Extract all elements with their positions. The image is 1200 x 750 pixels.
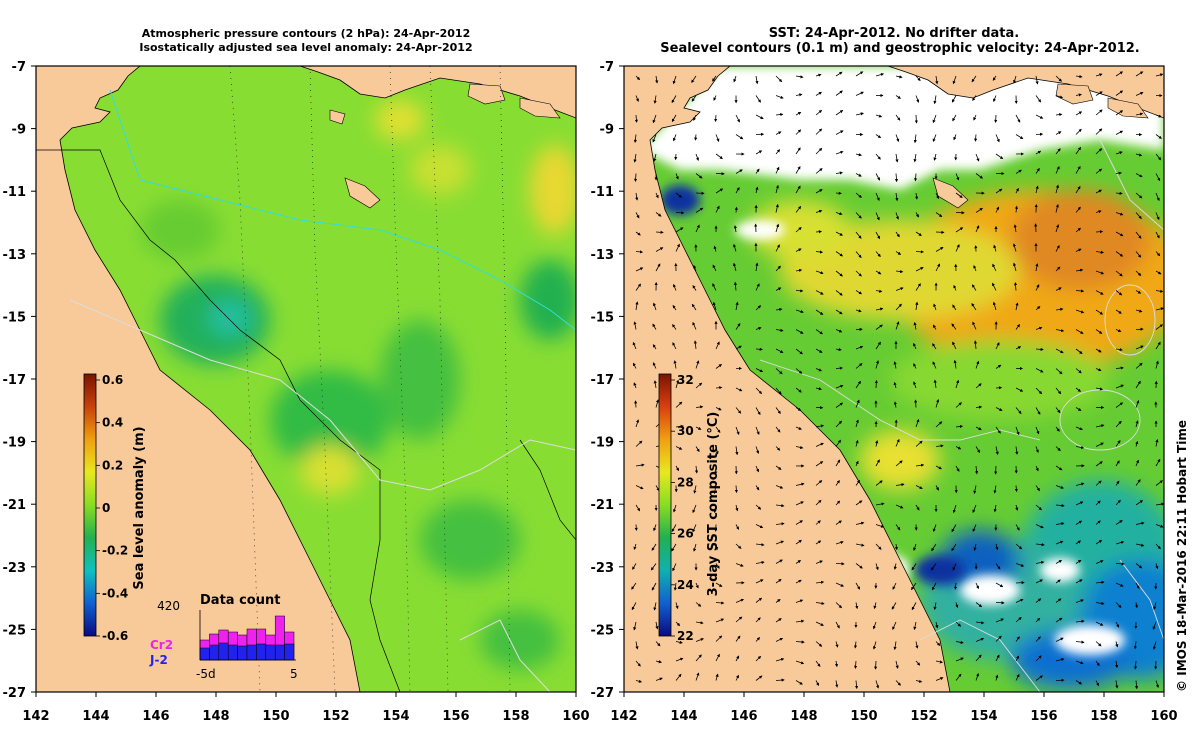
lon-label: 150: [850, 709, 877, 724]
left-land: [36, 66, 361, 692]
lat-label: -21: [3, 498, 27, 513]
lon-label: 148: [202, 709, 229, 724]
lat-label: -11: [591, 185, 615, 200]
lon-label: 160: [562, 709, 589, 724]
data-count-bars: [199, 615, 295, 661]
lon-label: 160: [1150, 709, 1177, 724]
lon-label: 154: [970, 709, 997, 724]
lon-label: 152: [910, 709, 937, 724]
left-colorbar: [83, 373, 97, 637]
lat-label: -13: [591, 248, 615, 263]
lat-label: -23: [3, 561, 27, 576]
data-count-bar-j2: [209, 644, 220, 661]
lon-label: 144: [670, 709, 697, 724]
lat-label: -9: [600, 123, 614, 138]
lat-label: -17: [3, 373, 27, 388]
right-png-land: [887, 66, 1164, 119]
data-count-j2-label: J-2: [149, 653, 168, 667]
lat-label: -25: [591, 623, 615, 638]
colorbar-tick-label: 0.6: [102, 373, 123, 387]
data-count-bar-j2: [265, 644, 276, 661]
right-title-line2: Sealevel contours (0.1 m) and geostrophi…: [660, 41, 1139, 56]
lat-label: -7: [600, 60, 614, 75]
data-count-ymax: 420: [157, 599, 180, 613]
lat-label: -15: [3, 310, 27, 325]
right-title-line1: SST: 24-Apr-2012. No drifter data.: [769, 26, 1019, 41]
lat-label: -19: [591, 436, 615, 451]
left-islands: [329, 83, 561, 209]
data-count-bar-j2: [256, 643, 267, 661]
colorbar-tick-label: 0.2: [102, 458, 123, 472]
imos-credit: © IMOS 18-Mar-2016 22:11 Hobart Time: [1175, 420, 1189, 692]
data-count-bar-j2: [246, 644, 257, 661]
right-colorbar-ticks: 32 30 28 26 24 22: [671, 373, 694, 643]
data-count-bar-j2: [199, 647, 210, 661]
lat-label: -21: [591, 498, 615, 513]
lon-label: 146: [142, 709, 169, 724]
right-colorbar: [658, 373, 672, 637]
data-count-cr2-label: Cr2: [150, 638, 173, 652]
colorbar-tick-label: -0.4: [102, 586, 128, 600]
lat-label: -7: [12, 60, 26, 75]
colorbar-tick-label: 0.4: [102, 416, 123, 430]
pressure-contours: [229, 66, 511, 692]
lon-label: 142: [610, 709, 637, 724]
lat-label: -25: [3, 623, 27, 638]
lon-label: 158: [1090, 709, 1117, 724]
shelf-edge-contour: [36, 149, 576, 692]
right-land: [624, 66, 951, 692]
lon-label: 156: [442, 709, 469, 724]
lat-label: -15: [591, 310, 615, 325]
geostrophic-velocity-vectors: [631, 71, 1164, 690]
lat-label: -27: [3, 686, 27, 701]
data-count-title: Data count: [200, 593, 280, 608]
lon-label: 158: [502, 709, 529, 724]
colorbar-tick-label: -0.6: [102, 629, 128, 643]
left-title-line2: Isostatically adjusted sea level anomaly…: [139, 41, 472, 54]
colorbar-tick-label: -0.2: [102, 544, 128, 558]
colorbar-tick-label: 22: [677, 629, 694, 643]
left-title-line1: Atmospheric pressure contours (2 hPa): 2…: [142, 27, 470, 40]
colorbar-tick-label: 24: [677, 578, 694, 592]
lon-label: 142: [22, 709, 49, 724]
lat-label: -9: [12, 123, 26, 138]
data-count-bar-j2: [274, 644, 285, 661]
right-colorbar-label: 3-day SST composite (°C): [706, 412, 721, 597]
colorbar-tick-label: 0: [102, 501, 110, 515]
lat-label: -13: [3, 248, 27, 263]
data-count-bar-j2: [218, 642, 229, 661]
data-count-inset: Data count 420 Cr2 J-2 -5d 5: [149, 593, 298, 681]
right-islands: [932, 83, 1149, 209]
pressure-contours-cyan: [109, 89, 576, 331]
lon-label: 146: [730, 709, 757, 724]
colorbar-tick-label: 26: [677, 527, 694, 541]
data-count-bar-j2: [284, 643, 295, 661]
colorbar-tick-label: 32: [677, 373, 694, 387]
left-colorbar-ticks: 0.6 0.4 0.2 0 -0.2 -0.4 -0.6: [96, 373, 128, 643]
lat-label: -17: [591, 373, 615, 388]
lat-label: -27: [591, 686, 615, 701]
axes-labels: 142 144 146 148 150 152 154 156 158 160 -7 -9 -11 -13…: [3, 60, 1178, 724]
left-png-land: [299, 66, 576, 119]
data-count-bar-j2: [227, 644, 238, 661]
sla-zero-contours: [69, 299, 576, 692]
lon-label: 150: [262, 709, 289, 724]
lon-label: 144: [82, 709, 109, 724]
left-map: [36, 66, 576, 692]
lat-label: -23: [591, 561, 615, 576]
right-map: [624, 66, 1164, 692]
lon-label: 148: [790, 709, 817, 724]
colorbar-tick-label: 28: [677, 475, 694, 489]
data-count-x-left: -5d: [196, 667, 216, 681]
lat-label: -19: [3, 436, 27, 451]
data-count-bar-j2: [237, 645, 248, 661]
lat-label: -11: [3, 185, 27, 200]
lon-label: 154: [382, 709, 409, 724]
colorbar-tick-label: 30: [677, 424, 694, 438]
lon-label: 156: [1030, 709, 1057, 724]
left-colorbar-label: Sea level anomaly (m): [132, 426, 147, 589]
lon-label: 152: [322, 709, 349, 724]
data-count-x-right: 5: [290, 667, 298, 681]
